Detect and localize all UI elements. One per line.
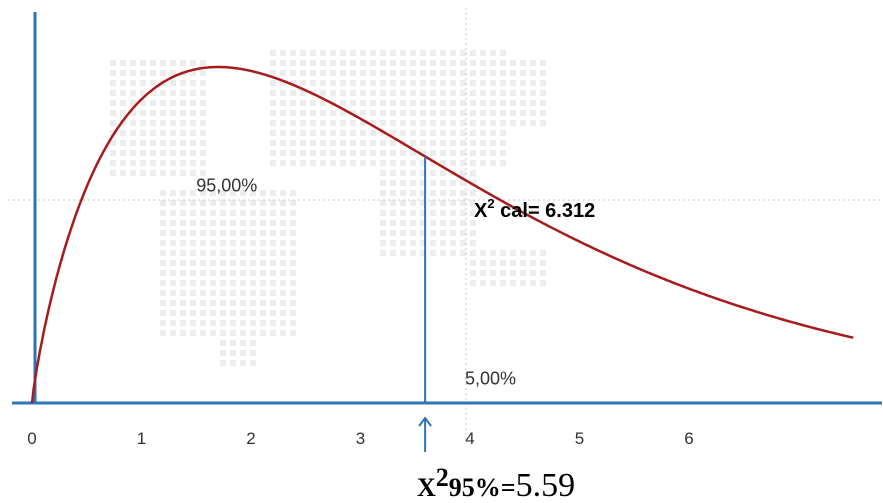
chi-square-cal-superscript: 2 [487,196,494,211]
x-tick-label: 5 [575,429,584,448]
region-label-acceptance: 95,00% [196,175,257,195]
x-tick-label: 4 [465,429,474,448]
chi-square-critical-label: X295%=5.59 [417,463,575,503]
world-map-watermark [110,50,546,366]
x-tick-label: 3 [356,429,365,448]
x-tick-label: 6 [684,429,693,448]
critical-arrow-icon [418,416,432,452]
x-tick-label: 1 [137,429,146,448]
chi-square-calculated-label: X2 cal= 6.312 [474,196,595,222]
x-tick-labels: 0 1 2 3 4 5 6 [27,429,693,448]
density-curve [30,65,854,404]
x-tick-label: 0 [27,429,36,448]
region-label-rejection: 5,00% [465,368,516,388]
x-tick-label: 2 [246,429,255,448]
